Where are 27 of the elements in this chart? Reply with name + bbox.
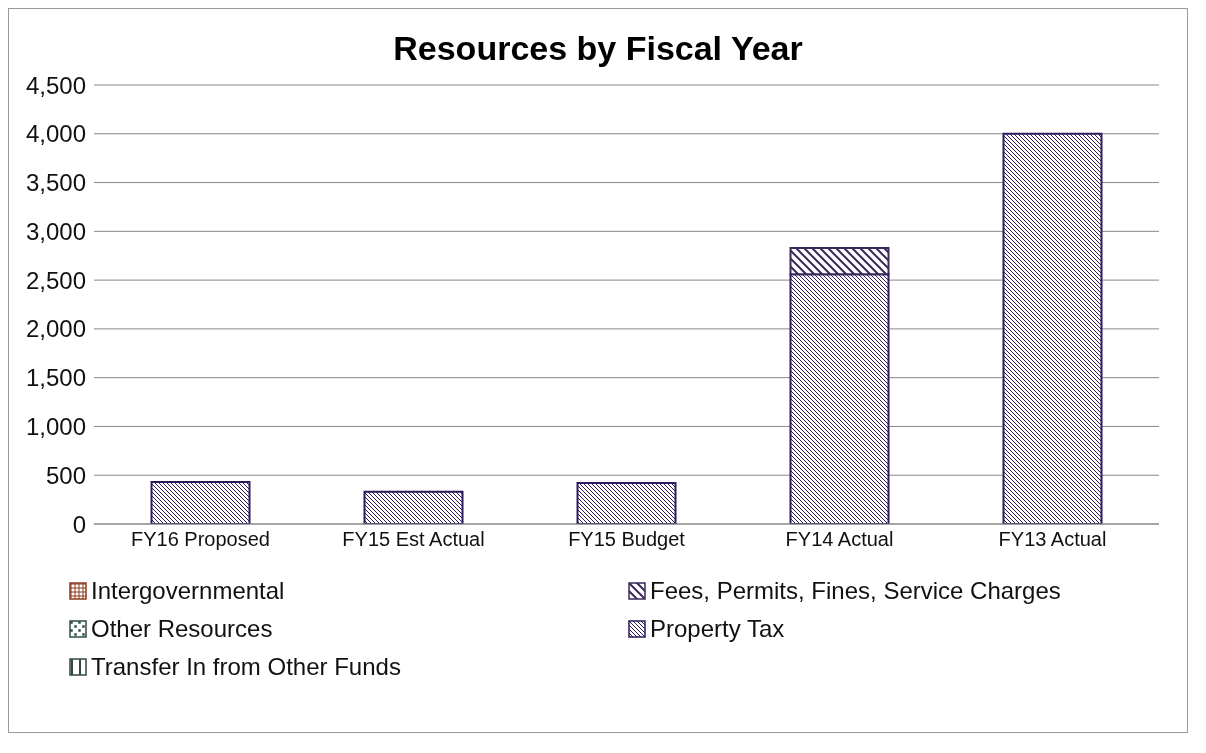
y-tick-label: 2,000 xyxy=(25,315,86,343)
y-tick-label: 4,500 xyxy=(25,71,86,99)
y-tick-label: 2,500 xyxy=(25,266,86,294)
bar xyxy=(150,481,251,524)
legend-label: Intergovernmental xyxy=(91,577,285,605)
y-tick-label: 1,500 xyxy=(25,364,86,392)
bar xyxy=(789,246,890,276)
legend-label: Transfer In from Other Funds xyxy=(91,653,401,681)
x-tick-label: FY15 Budget xyxy=(568,528,686,551)
x-tick-label: FY15 Est Actual xyxy=(342,528,485,551)
y-tick-label: 4,000 xyxy=(25,120,86,148)
y-tick-label: 1,000 xyxy=(25,412,86,440)
bar xyxy=(363,490,464,524)
y-tick-label: 3,000 xyxy=(25,217,86,245)
x-tick-label: FY16 Proposed xyxy=(131,528,270,551)
legend-label: Other Resources xyxy=(91,615,273,643)
y-tick-label: 0 xyxy=(72,510,86,538)
y-tick-label: 3,500 xyxy=(25,169,86,197)
chart-title: Resources by Fiscal Year xyxy=(392,28,804,69)
legend-label: Fees, Permits, Fines, Service Charges xyxy=(650,577,1061,605)
bar xyxy=(789,273,890,524)
bar xyxy=(1002,132,1103,524)
x-tick-label: FY13 Actual xyxy=(998,528,1107,551)
legend-label: Property Tax xyxy=(650,615,785,643)
x-tick-label: FY14 Actual xyxy=(785,528,894,551)
y-tick-label: 500 xyxy=(45,461,86,489)
bar xyxy=(576,482,677,524)
